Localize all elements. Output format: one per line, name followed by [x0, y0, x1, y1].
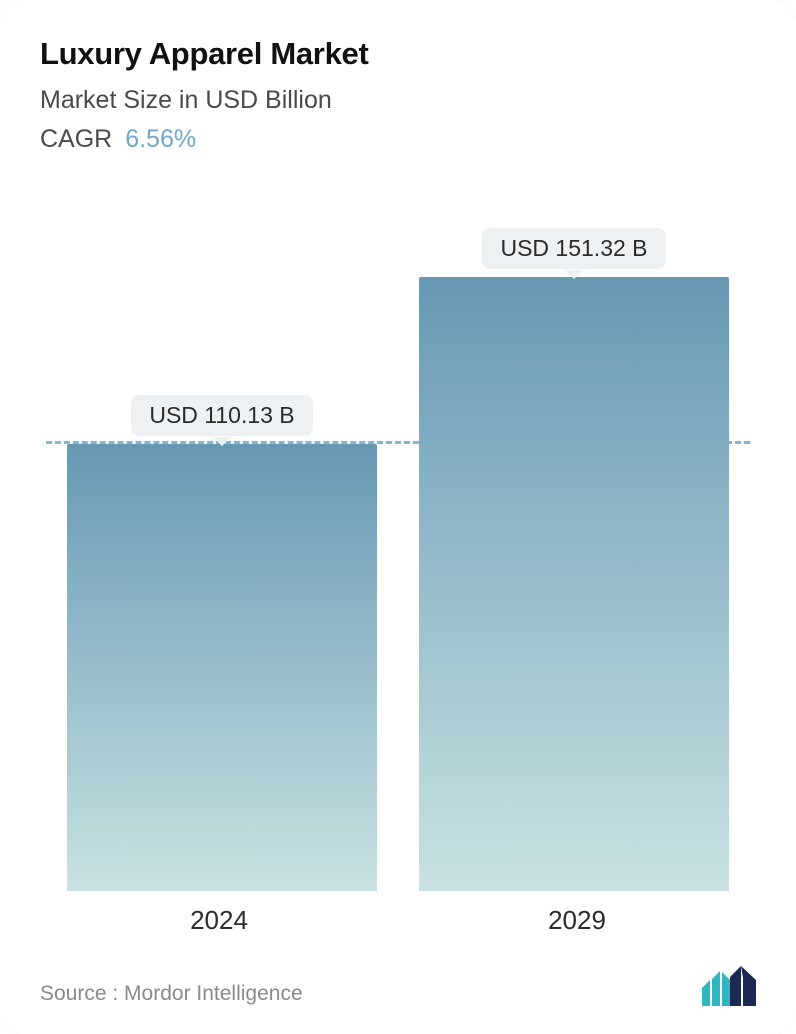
x-axis-label: 2024	[61, 905, 376, 936]
bar	[419, 277, 729, 891]
bar-group: USD 110.13 B	[67, 395, 377, 891]
chart-card: Luxury Apparel Market Market Size in USD…	[0, 0, 796, 1034]
pill-pointer-icon	[565, 270, 583, 279]
pill-pointer-icon	[213, 437, 231, 446]
chart-plot-area: USD 110.13 B USD 151.32 B	[46, 180, 750, 891]
chart-footer: Source : Mordor Intelligence	[40, 966, 756, 1006]
logo-left-bars	[702, 971, 730, 1006]
value-label-pill: USD 151.32 B	[482, 228, 665, 269]
x-axis-label: 2029	[419, 905, 734, 936]
x-axis-labels: 2024 2029	[40, 905, 756, 936]
cagr-value: 6.56%	[125, 125, 196, 153]
chart-title: Luxury Apparel Market	[40, 36, 756, 72]
cagr-line: CAGR 6.56%	[40, 125, 756, 154]
value-label-pill: USD 110.13 B	[131, 395, 312, 436]
brand-logo-icon	[700, 966, 756, 1006]
logo-right-shape	[730, 966, 756, 1006]
cagr-label: CAGR	[40, 125, 112, 153]
chart-subtitle: Market Size in USD Billion	[40, 86, 756, 115]
bars-container: USD 110.13 B USD 151.32 B	[46, 180, 750, 891]
bar-group: USD 151.32 B	[419, 228, 729, 891]
bar	[67, 444, 377, 891]
source-text: Source : Mordor Intelligence	[40, 982, 303, 1006]
